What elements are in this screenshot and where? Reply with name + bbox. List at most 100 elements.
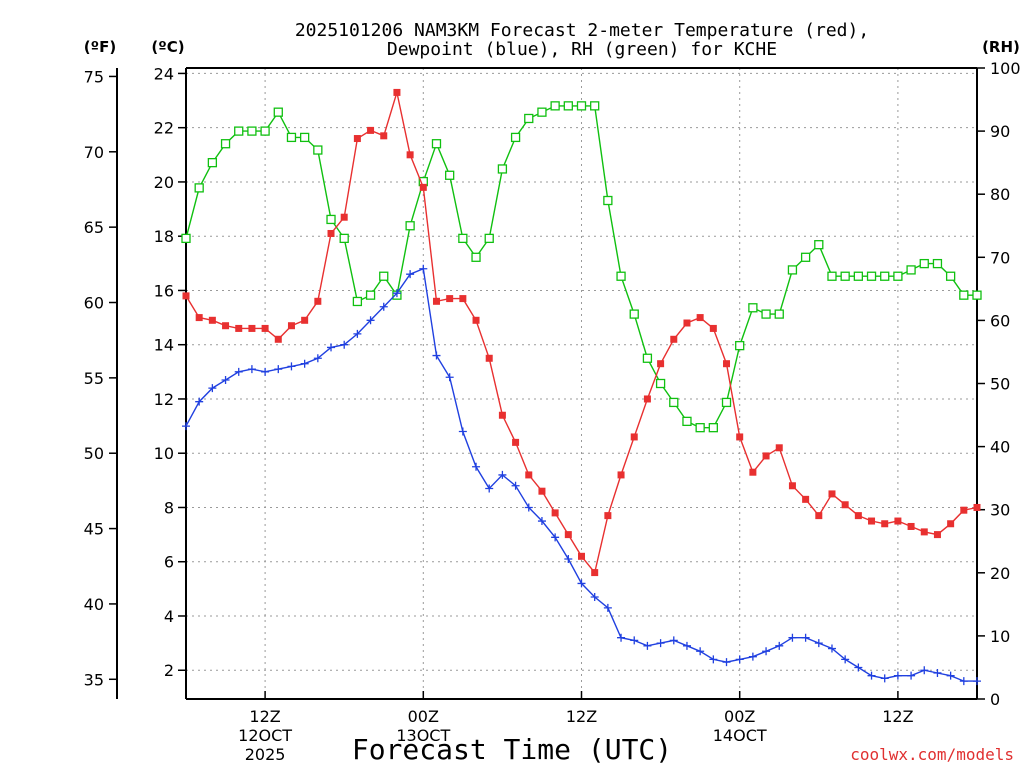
temperature-point [960, 506, 968, 514]
rh-tick-label: 100 [990, 59, 1021, 78]
temperature-point [340, 213, 348, 221]
rh-point [537, 107, 547, 117]
rh-point [669, 397, 679, 408]
temperature-point [459, 295, 467, 303]
temperature-point [604, 512, 612, 520]
chart-title-line1: 2025101206 NAM3KM Forecast 2-meter Tempe… [295, 20, 869, 41]
fahrenheit-tick-label: 65 [84, 218, 104, 237]
temperature-point [670, 335, 678, 343]
rh-point [721, 397, 732, 408]
dewpoint-point [696, 647, 705, 656]
dewpoint-point [617, 633, 626, 642]
rh-point [563, 101, 573, 111]
fahrenheit-tick-label: 35 [84, 670, 104, 689]
dewpoint-point [564, 555, 573, 564]
temperature-point [762, 452, 770, 460]
temperature-point [182, 292, 190, 300]
dewpoint-point [313, 354, 322, 363]
temperature-point [815, 512, 823, 520]
temperature-point [736, 433, 744, 441]
temperature-point [591, 569, 599, 577]
temperature-point [854, 512, 862, 520]
dewpoint-point [432, 351, 441, 360]
temperature-point [564, 531, 572, 539]
x-tick-label: 12Z [882, 707, 913, 726]
rh-point [603, 195, 613, 206]
rh-point [655, 378, 666, 389]
temperature-point [551, 509, 559, 517]
temperature-point [446, 295, 454, 303]
temperature-point [617, 471, 625, 479]
rh-point [906, 265, 916, 275]
dewpoint-point [880, 674, 889, 683]
temperature-point [314, 297, 322, 305]
dewpoint-point [907, 671, 916, 680]
dewpoint-point [920, 666, 929, 675]
celsius-tick-label: 22 [154, 119, 174, 138]
temperature-point [367, 126, 375, 134]
dewpoint-point [300, 359, 309, 368]
temperature-point [327, 229, 335, 237]
credit-link[interactable]: coolwx.com/models [850, 745, 1014, 764]
rh-point [313, 145, 323, 155]
rh-point [866, 271, 877, 281]
rh-point [260, 126, 270, 136]
temperature-point [973, 503, 981, 511]
dewpoint-point [195, 397, 204, 406]
x-tick-label: 2025 [245, 745, 286, 764]
temperature-point [749, 468, 757, 476]
dewpoint-point [274, 365, 283, 374]
temperature-point [709, 324, 717, 332]
rh-point [787, 265, 798, 275]
rh-point [326, 214, 336, 225]
rh-point [431, 139, 442, 149]
data-series [181, 88, 982, 686]
chart-title-line2: Dewpoint (blue), RH (green) for KCHE [387, 39, 777, 60]
temperature-point [788, 482, 796, 490]
rh-point [524, 113, 534, 124]
temperature-point [353, 135, 361, 143]
dewpoint-point [261, 367, 270, 376]
dewpoint-point [669, 636, 678, 645]
temperature-point [630, 433, 638, 441]
dewpoint-point [445, 373, 454, 382]
dewpoint-point [392, 289, 401, 298]
rh-point [827, 271, 837, 281]
rh-point [761, 309, 771, 319]
temperature-point [933, 531, 941, 539]
rh-point [247, 126, 257, 136]
rh-tick-label: 60 [990, 311, 1010, 330]
fahrenheit-tick-label: 45 [84, 520, 104, 539]
dewpoint-point [801, 633, 810, 642]
rh-tick-label: 0 [990, 690, 1000, 709]
x-tick-label: 12Z [249, 707, 280, 726]
rh-point [510, 132, 521, 143]
rh-tick-label: 20 [990, 564, 1010, 583]
temperature-point [538, 487, 546, 495]
temperature-point [881, 520, 889, 528]
rh-point [181, 233, 191, 244]
temperature-point [485, 354, 493, 362]
dewpoint-point [854, 663, 863, 672]
temperature-point [393, 88, 401, 96]
rh-point [642, 353, 653, 363]
rh-point [880, 271, 890, 281]
dewpoint-point [419, 264, 428, 273]
dewpoint-point [827, 644, 836, 653]
rh-point [945, 271, 956, 281]
temperature-point [274, 335, 282, 343]
dewpoint-point [814, 639, 823, 648]
rh-tick-label: 70 [990, 248, 1010, 267]
fahrenheit-tick-label: 40 [84, 595, 104, 614]
dewpoint-point [353, 329, 362, 338]
temperature-point [195, 314, 203, 322]
dewpoint-point [656, 639, 665, 648]
rh-tick-label: 80 [990, 185, 1010, 204]
rh-point [339, 233, 349, 244]
dewpoint-line [185, 267, 977, 682]
dewpoint-point [603, 603, 612, 612]
temperature-point [683, 319, 691, 327]
rh-point [207, 157, 218, 168]
dewpoint-point [748, 652, 757, 661]
dewpoint-point [682, 641, 691, 650]
